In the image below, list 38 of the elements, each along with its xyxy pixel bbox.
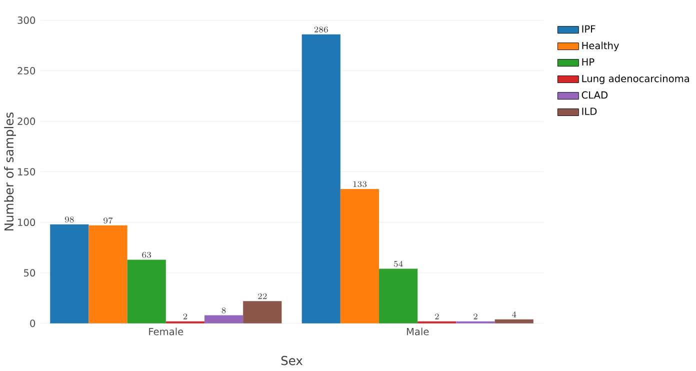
y-axis-title: Number of samples (4, 112, 16, 230)
data-label: 4 (512, 311, 516, 318)
data-label: 2 (435, 314, 439, 320)
legend-label: HP (582, 58, 594, 66)
bar (127, 260, 166, 324)
y-tick-label: 200 (18, 117, 36, 125)
data-label: 8 (222, 307, 226, 314)
data-label: 63 (142, 252, 151, 258)
data-label: 97 (104, 217, 113, 224)
y-tick-label: 150 (18, 168, 36, 176)
data-label: 98 (64, 216, 74, 222)
data-label: 54 (394, 260, 403, 267)
legend-label: Healthy (582, 42, 619, 52)
y-tick-label: 100 (18, 218, 36, 226)
legend-label: ILD (582, 108, 597, 115)
legend-label: CLAD (582, 91, 608, 99)
legend-label: IPF (582, 25, 596, 32)
data-label: 286 (314, 26, 328, 32)
legend-label: Lung adenocarcinoma (582, 74, 690, 84)
bar (302, 34, 340, 324)
bar (88, 225, 128, 324)
data-label: 2 (474, 314, 478, 320)
bar (204, 315, 244, 324)
x-tick-label: Male (406, 328, 429, 336)
y-tick-label: 250 (18, 66, 36, 74)
data-label: 2 (183, 314, 188, 320)
bar (379, 268, 418, 324)
bar (494, 319, 534, 324)
bar (243, 301, 282, 324)
y-tick-label: 300 (18, 16, 36, 24)
x-tick-label: Female (149, 328, 184, 336)
data-label: 22 (258, 293, 267, 299)
y-tick-label: 0 (30, 320, 36, 328)
bar (340, 188, 380, 324)
y-tick-label: 50 (24, 269, 36, 276)
data-label: 133 (353, 181, 367, 187)
x-axis-title: Sex (281, 356, 303, 366)
bar (50, 224, 89, 324)
